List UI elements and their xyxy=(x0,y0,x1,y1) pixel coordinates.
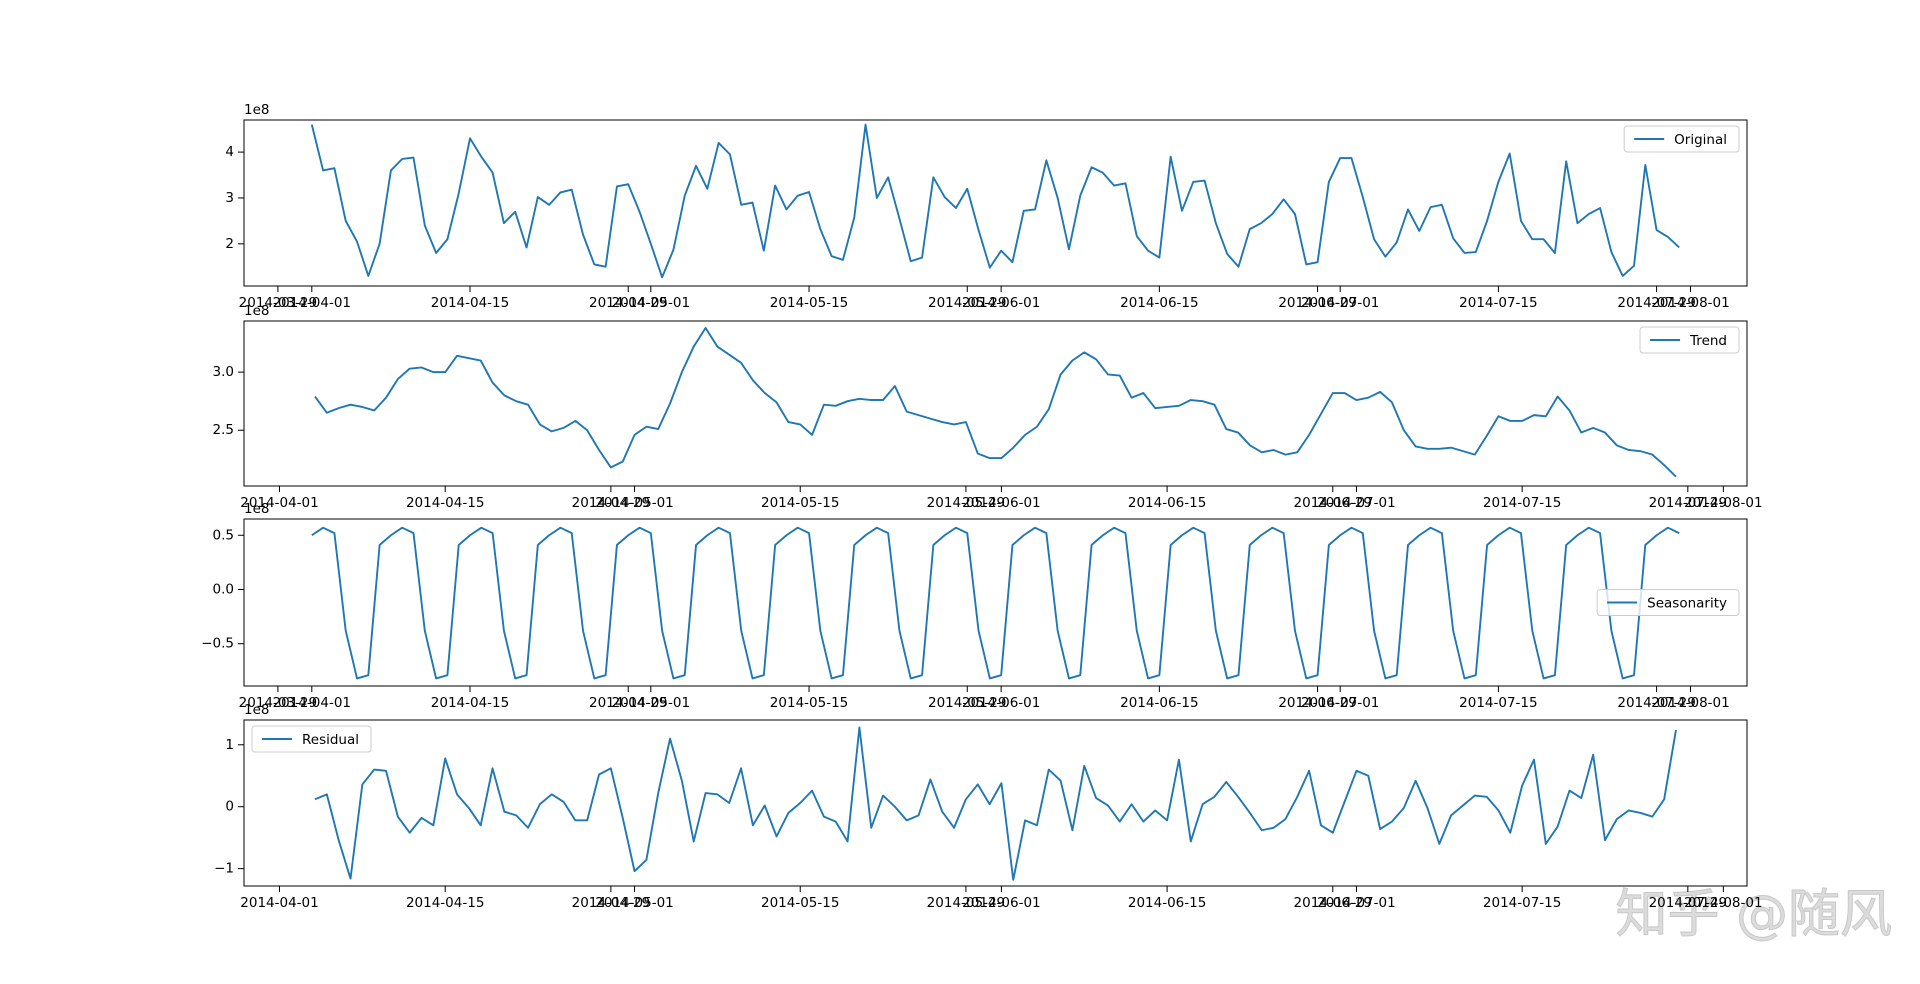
legend xyxy=(251,725,372,753)
x-tick-label: 2014-07-15 xyxy=(1483,495,1561,511)
x-tick-label: 2014-06-01 xyxy=(962,695,1040,711)
x-tick-label: 2014-08-01 xyxy=(1684,895,1762,911)
x-tick-label: 2014-07-01 xyxy=(1317,495,1395,511)
series-line xyxy=(311,526,1680,680)
x-tick-label: 2014-07-29 xyxy=(1649,495,1727,511)
x-tick-label: 2014-05-29 xyxy=(928,295,1006,311)
y-tick-label: 1 xyxy=(225,737,234,753)
watermark: 知乎 @随风 xyxy=(1615,885,1892,945)
x-tick-label: 2014-05-01 xyxy=(595,895,673,911)
offset-text: 1e8 xyxy=(244,702,269,718)
x-tick-label: 2014-07-15 xyxy=(1459,295,1537,311)
x-tick-label: 2014-05-15 xyxy=(770,295,848,311)
x-tick-label: 2014-05-01 xyxy=(612,695,690,711)
x-tick-label: 2014-04-29 xyxy=(572,895,650,911)
x-tick-label: 2014-07-29 xyxy=(1617,695,1695,711)
y-tick-label: 0.0 xyxy=(213,581,234,597)
x-tick-label: 2014-08-01 xyxy=(1651,695,1729,711)
x-tick-label: 2014-04-01 xyxy=(273,295,351,311)
axes-frame xyxy=(243,320,1748,487)
x-tick-label: 2014-06-01 xyxy=(962,895,1040,911)
x-tick-label: 2014-06-15 xyxy=(1120,695,1198,711)
x-tick-label: 2014-06-15 xyxy=(1128,495,1206,511)
x-tick-label: 2014-07-15 xyxy=(1483,895,1561,911)
x-tick-label: 2014-05-29 xyxy=(928,695,1006,711)
x-tick-label: 2014-05-29 xyxy=(927,895,1005,911)
offset-text: 1e8 xyxy=(244,501,269,517)
x-tick-label: 2014-05-15 xyxy=(770,695,848,711)
legend-label: Original xyxy=(1674,132,1727,148)
axes-frame xyxy=(243,119,1748,287)
legend xyxy=(1623,125,1740,153)
x-tick-label: 2014-08-01 xyxy=(1684,495,1762,511)
y-tick-label: 3.0 xyxy=(213,364,234,380)
series-line xyxy=(314,726,1677,881)
legend xyxy=(1639,326,1740,354)
y-tick-label: 3 xyxy=(225,190,234,206)
x-tick-label: 2014-04-01 xyxy=(273,695,351,711)
offset-text: 1e8 xyxy=(244,303,269,319)
y-tick-label: 4 xyxy=(225,144,234,160)
x-tick-label: 2014-03-29 xyxy=(239,295,317,311)
series-line xyxy=(314,327,1677,478)
x-tick-label: 2014-03-29 xyxy=(239,695,317,711)
x-tick-label: 2014-07-01 xyxy=(1301,295,1379,311)
x-tick-label: 2014-05-01 xyxy=(595,495,673,511)
x-tick-label: 2014-04-15 xyxy=(406,895,484,911)
y-tick-label: 2 xyxy=(225,236,234,252)
y-tick-label: −1 xyxy=(214,861,234,877)
x-tick-label: 2014-04-01 xyxy=(240,895,318,911)
x-tick-label: 2014-08-01 xyxy=(1651,295,1729,311)
x-tick-label: 2014-06-29 xyxy=(1294,495,1372,511)
x-tick-label: 2014-05-29 xyxy=(927,495,1005,511)
y-tick-label: −0.5 xyxy=(201,636,234,652)
x-tick-label: 2014-07-29 xyxy=(1649,895,1727,911)
plot-area xyxy=(244,720,1747,886)
axes-frame xyxy=(243,719,1748,887)
x-tick-label: 2014-06-01 xyxy=(962,295,1040,311)
legend-label: Seasonarity xyxy=(1647,596,1727,612)
series-line xyxy=(310,123,1680,279)
x-tick-label: 2014-06-29 xyxy=(1294,895,1372,911)
x-tick-label: 2014-04-29 xyxy=(589,295,667,311)
x-tick-label: 2014-04-15 xyxy=(406,495,484,511)
x-tick-label: 2014-06-15 xyxy=(1128,895,1206,911)
legend-label: Trend xyxy=(1689,333,1727,349)
legend-label: Residual xyxy=(302,732,359,748)
x-tick-label: 2014-04-15 xyxy=(431,695,509,711)
x-tick-label: 2014-06-29 xyxy=(1278,695,1356,711)
x-tick-label: 2014-07-29 xyxy=(1617,295,1695,311)
x-tick-label: 2014-05-01 xyxy=(612,295,690,311)
x-tick-label: 2014-05-15 xyxy=(761,495,839,511)
x-tick-label: 2014-06-01 xyxy=(962,495,1040,511)
x-tick-label: 2014-06-29 xyxy=(1278,295,1356,311)
plot-area xyxy=(244,321,1747,486)
x-tick-label: 2014-04-29 xyxy=(572,495,650,511)
x-tick-label: 2014-07-01 xyxy=(1317,895,1395,911)
y-tick-label: 0.5 xyxy=(213,527,234,543)
y-tick-label: 0 xyxy=(225,799,234,815)
x-tick-label: 2014-06-15 xyxy=(1120,295,1198,311)
axes-frame xyxy=(243,518,1748,687)
offset-text: 1e8 xyxy=(244,102,269,118)
x-tick-label: 2014-07-15 xyxy=(1459,695,1537,711)
x-tick-label: 2014-04-29 xyxy=(589,695,667,711)
x-tick-label: 2014-07-01 xyxy=(1301,695,1379,711)
x-tick-label: 2014-05-15 xyxy=(761,895,839,911)
x-tick-label: 2014-04-15 xyxy=(431,295,509,311)
y-tick-label: 2.5 xyxy=(213,422,234,438)
x-tick-label: 2014-04-01 xyxy=(240,495,318,511)
legend xyxy=(1596,589,1740,616)
